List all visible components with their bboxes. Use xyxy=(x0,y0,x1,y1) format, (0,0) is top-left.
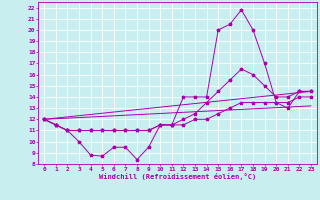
X-axis label: Windchill (Refroidissement éolien,°C): Windchill (Refroidissement éolien,°C) xyxy=(99,173,256,180)
